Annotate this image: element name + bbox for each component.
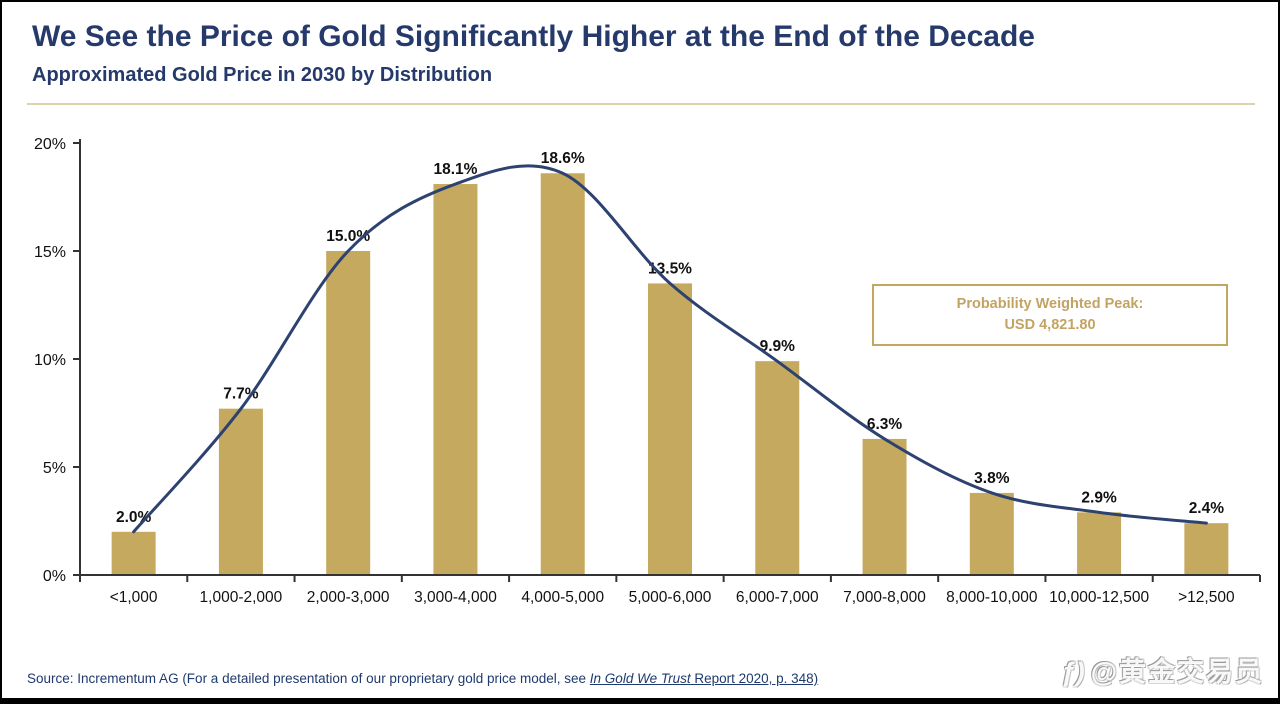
x-axis-label-1: 1,000-2,000 (200, 589, 283, 606)
bar-9 (1077, 512, 1122, 575)
bar-value-label-1: 7.7% (223, 386, 259, 403)
y-axis-tick-label-0: 0% (43, 568, 66, 585)
watermark-logo-icon: ƒ) (1060, 657, 1085, 687)
x-axis-label-4: 4,000-5,000 (521, 589, 604, 606)
watermark: ƒ) @黄金交易员 (1061, 650, 1264, 689)
bar-value-label-10: 2.4% (1189, 500, 1225, 517)
y-axis-tick-label-1: 5% (43, 460, 66, 477)
bar-1 (218, 408, 263, 575)
x-axis-label-2: 2,000-3,000 (307, 589, 390, 606)
bar-value-label-7: 6.3% (867, 416, 903, 433)
y-axis-tick-label-3: 15% (34, 244, 66, 261)
x-axis-label-7: 7,000-8,000 (843, 589, 926, 606)
page-title: We See the Price of Gold Significantly H… (32, 20, 1035, 53)
x-axis-label-3: 3,000-4,000 (414, 589, 497, 606)
bar-value-label-3: 18.1% (433, 161, 477, 178)
x-axis-label-9: 10,000-12,500 (1049, 589, 1149, 606)
source-report-link[interactable]: In Gold We Trust Report 2020, p. 348) (590, 671, 818, 686)
watermark-handle: @黄金交易员 (1090, 657, 1264, 687)
header-divider (27, 103, 1255, 105)
chart-canvas: 2.0%<1,0007.7%1,000-2,00015.0%2,000-3,00… (34, 136, 1261, 606)
y-axis-tick-label-2: 10% (34, 352, 66, 369)
bar-value-label-8: 3.8% (974, 470, 1010, 487)
x-axis-label-10: >12,500 (1178, 589, 1235, 606)
bar-value-label-4: 18.6% (541, 150, 585, 167)
bar-4 (540, 173, 585, 576)
bar-2 (326, 251, 371, 575)
probability-weighted-peak-callout: Probability Weighted Peak: USD 4,821.80 (872, 284, 1228, 346)
source-report-link-title[interactable]: In Gold We Trust (589, 671, 691, 686)
x-axis-label-6: 6,000-7,000 (736, 589, 819, 606)
x-axis-label-5: 5,000-6,000 (629, 589, 712, 606)
bar-5 (648, 283, 692, 575)
source-report-link-rest[interactable]: Report 2020, p. 348) (690, 671, 819, 686)
bar-0 (111, 531, 156, 575)
peak-callout-line2: USD 4,821.80 (1004, 317, 1096, 333)
bar-value-label-6: 9.9% (760, 338, 796, 355)
bar-3 (433, 184, 478, 575)
page-subtitle: Approximated Gold Price in 2030 by Distr… (32, 64, 493, 86)
bar-8 (969, 492, 1014, 575)
source-text: Source: Incrementum AG (For a detailed p… (27, 671, 590, 686)
bar-value-label-9: 2.9% (1081, 489, 1117, 506)
distribution-curve (132, 164, 1208, 534)
bar-10 (1184, 523, 1229, 575)
peak-callout-line1: Probability Weighted Peak: (956, 295, 1144, 312)
y-axis-tick-label-4: 20% (34, 136, 66, 153)
source-note: Source: Incrementum AG (For a detailed p… (27, 671, 818, 686)
bar-6 (755, 361, 800, 575)
x-axis-label-8: 8,000-10,000 (946, 589, 1038, 606)
gold-price-distribution-chart: 2.0% <1,000 7.7% 1,000-2,000 15.0% 2,000-3,00… (2, 125, 1278, 617)
bar-7 (862, 438, 907, 575)
x-axis-label-0: <1,000 (110, 589, 158, 606)
